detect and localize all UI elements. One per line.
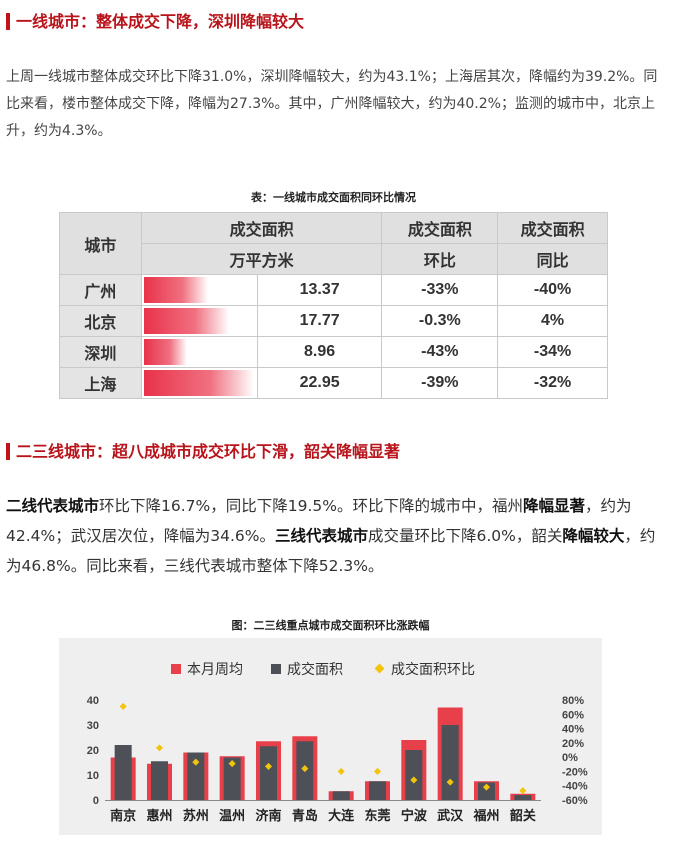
point-mom	[519, 787, 527, 795]
bar-volume	[260, 746, 277, 800]
header-yoy-sub: 同比	[497, 243, 608, 275]
legend-swatch	[374, 663, 385, 674]
bar-volume	[187, 752, 205, 800]
bar-volume	[332, 791, 350, 800]
x-tick-label: 宁波	[401, 808, 428, 824]
cell-city: 深圳	[59, 336, 142, 368]
bar-volume	[441, 725, 459, 800]
x-tick-label: 武汉	[437, 808, 464, 824]
x-tick-label: 南京	[110, 808, 136, 824]
section2-paragraph: 二线代表城市环比下降16.7%，同比下降19.5%。环比下降的城市中，福州降幅显…	[6, 497, 656, 575]
table-row: 上海 22.95 -39% -32%	[59, 367, 608, 399]
legend-label: 成交面积	[287, 661, 343, 678]
point-mom	[119, 702, 127, 710]
y-left-tick-label: 40	[87, 695, 99, 707]
x-tick-label: 韶关	[510, 808, 536, 824]
cell-yoy: -34%	[497, 336, 608, 368]
title-marker	[6, 443, 10, 460]
cell-city: 广州	[59, 274, 142, 306]
table-row: 北京 17.77 -0.3% 4%	[59, 305, 608, 337]
data-table: 城市 成交面积 成交面积 成交面积 万平方米 环比 同比 广州 13.37 -3…	[59, 212, 608, 399]
cell-area: 13.37	[256, 274, 383, 306]
table-header-row: 城市 成交面积 成交面积 成交面积	[59, 212, 608, 275]
cell-mom: -33%	[381, 274, 499, 306]
bar-volume	[369, 781, 386, 800]
table-subheader-row: 万平方米 环比 同比	[60, 243, 608, 275]
section1-title: 一线城市：整体成交下降，深圳降幅较大	[6, 8, 304, 32]
combo-chart: 本月周均 成交面积 成交面积环比 0 10 20 30 40 80% 60% 40% 20% 0% -20…	[87, 661, 588, 824]
bar-volume	[223, 757, 241, 800]
area-bar	[143, 339, 187, 365]
y-right-tick-label: 0%	[562, 752, 578, 764]
point-mom	[373, 767, 382, 775]
y-left-tick-label: 0	[93, 795, 99, 807]
point-mom	[337, 767, 345, 775]
section1-paragraph: 上周一线城市整体成交环比下降31.0%，深圳降幅较大，约为43.1%；上海居其次…	[6, 69, 658, 139]
y-right-tick-label: 60%	[562, 709, 584, 721]
cell-mom: -43%	[381, 336, 499, 368]
chart-panel: 本月周均 成交面积 成交面积环比 0 10 20 30 40 80% 60% 40% 20% 0% -20…	[59, 638, 602, 835]
area-bar	[143, 370, 254, 396]
y-right-tick-label: 40%	[562, 724, 584, 736]
header-area: 成交面积	[140, 212, 383, 244]
cell-mom: -39%	[381, 367, 499, 399]
cell-area: 22.95	[256, 367, 383, 399]
bar-volume	[478, 782, 495, 800]
y-left-tick-label: 30	[87, 720, 99, 732]
legend-swatch	[271, 664, 281, 674]
area-bar	[143, 277, 208, 303]
cell-yoy: -40%	[497, 274, 608, 306]
chart-caption: 图：二三线重点城市成交面积环比涨跌幅	[231, 619, 430, 632]
table-caption: 表：一线城市成交面积同环比情况	[251, 191, 416, 204]
bar-volume	[514, 795, 532, 800]
y-left-tick-label: 20	[87, 745, 99, 757]
header-mom: 成交面积	[381, 212, 499, 244]
y-right-tick-label: -60%	[562, 795, 588, 807]
y-right-tick-label: -40%	[562, 781, 588, 793]
point-mom	[264, 762, 273, 770]
cell-area: 8.96	[256, 336, 383, 368]
bar-volume	[114, 745, 132, 800]
bar-volume	[151, 761, 168, 800]
y-right-tick-label: 80%	[562, 695, 584, 707]
y-right-tick-label: 20%	[562, 738, 584, 750]
cell-bar	[140, 367, 258, 399]
cell-yoy: -32%	[497, 367, 608, 399]
header-yoy: 成交面积	[497, 212, 608, 244]
legend-label: 本月周均	[187, 662, 243, 678]
x-tick-label: 温州	[219, 809, 245, 824]
point-mom	[155, 744, 164, 752]
x-tick-label: 福州	[472, 808, 499, 824]
table-row: 广州 13.37 -33% -40%	[59, 274, 608, 306]
x-tick-label: 苏州	[183, 808, 209, 824]
title-marker	[6, 13, 10, 30]
section2-title: 二三线城市：超八成城市成交环比下滑，韶关降幅显著	[6, 438, 400, 462]
table-row: 深圳 8.96 -43% -34%	[59, 336, 608, 368]
area-bar	[143, 308, 229, 334]
header-area-unit: 万平方米	[140, 243, 383, 275]
bar-volume	[405, 750, 423, 800]
cell-bar	[140, 336, 258, 368]
x-tick-label: 济南	[255, 808, 281, 824]
x-tick-label: 惠州	[146, 808, 172, 824]
cell-city: 上海	[59, 367, 142, 399]
point-mom	[410, 776, 418, 784]
cell-area: 17.77	[256, 305, 383, 337]
x-tick-label: 青岛	[292, 808, 318, 824]
y-left-tick-label: 10	[87, 770, 99, 782]
x-tick-label: 东莞	[364, 808, 390, 824]
cell-bar	[140, 305, 258, 337]
legend-label: 成交面积环比	[391, 661, 475, 678]
cell-city: 北京	[59, 305, 142, 337]
cell-mom: -0.3%	[381, 305, 499, 337]
cell-yoy: 4%	[497, 305, 608, 337]
legend-swatch	[171, 664, 181, 674]
y-right-tick-label: -20%	[562, 766, 588, 778]
header-mom-sub: 环比	[381, 243, 499, 275]
x-tick-label: 大连	[328, 808, 355, 824]
header-city: 城市	[59, 212, 142, 275]
point-mom	[228, 760, 236, 768]
cell-bar	[140, 274, 258, 306]
